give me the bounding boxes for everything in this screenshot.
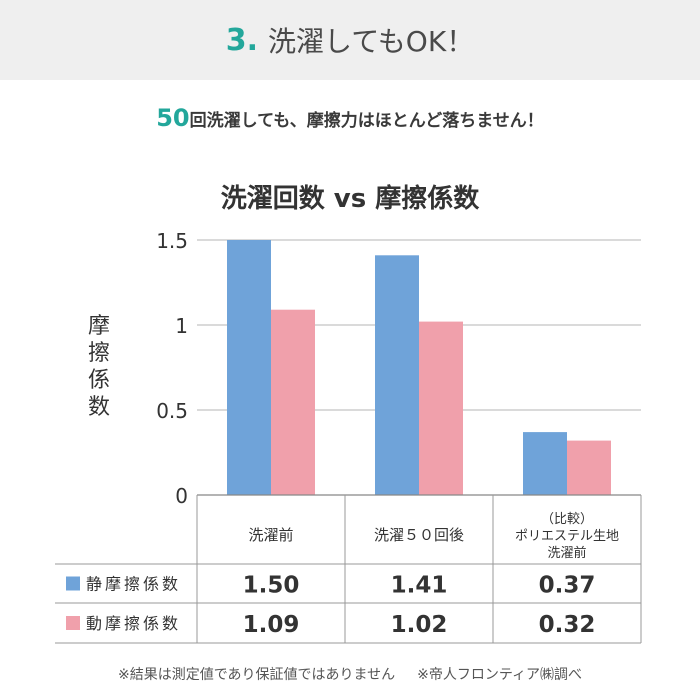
data-value-label: 1.09 — [243, 612, 300, 638]
footnote-disclaimer: ※結果は測定値であり保証値ではありません — [117, 667, 396, 683]
footnote: ※結果は測定値であり保証値ではありません ※帝人フロンティア㈱調べ — [0, 664, 700, 684]
data-value-label: 0.37 — [539, 573, 596, 599]
x-category-label: 洗濯前 — [547, 545, 586, 561]
static-legend-swatch — [66, 576, 80, 591]
subtitle-accent: 50 — [156, 104, 190, 132]
x-category-label: 洗濯５０回後 — [374, 526, 464, 544]
footnote-source: ※帝人フロンティア㈱調べ — [417, 667, 583, 683]
subtitle: 50回洗濯しても、摩擦力はほとんど落ちません！ — [0, 104, 700, 132]
y-tick-label: 1.5 — [156, 229, 188, 253]
y-tick-label: 0 — [175, 484, 188, 508]
dynamic-friction-bar — [419, 321, 463, 495]
y-tick-label: 1 — [175, 314, 188, 338]
dynamic-legend-swatch — [66, 616, 80, 630]
header-title: 洗濯してもOK！ — [268, 25, 475, 58]
x-category-label: 洗濯前 — [248, 526, 293, 544]
y-axis-label-char: 摩 — [88, 314, 110, 339]
data-value-label: 1.41 — [391, 573, 448, 599]
subtitle-text: 回洗濯しても、摩擦力はほとんど落ちません！ — [189, 111, 544, 131]
data-value-label: 1.02 — [391, 612, 448, 638]
legend-series-name: 静摩擦係数 — [86, 575, 181, 594]
x-category-label: ポリエステル生地 — [515, 529, 619, 544]
data-value-label: 1.50 — [243, 573, 300, 599]
header-number: 3. — [225, 22, 259, 58]
dynamic-friction-bar — [567, 440, 611, 495]
static-friction-bar — [227, 240, 271, 495]
y-tick-label: 0.5 — [156, 399, 188, 423]
y-axis-label-char: 数 — [88, 395, 110, 420]
y-axis-label-char: 係 — [88, 368, 110, 393]
chart-title: 洗濯回数 vs 摩擦係数 — [221, 183, 481, 214]
data-value-label: 0.32 — [539, 612, 596, 638]
static-friction-bar — [523, 432, 567, 495]
y-axis-label-char: 擦 — [88, 341, 110, 366]
dynamic-friction-bar — [271, 309, 315, 495]
legend-series-name: 動摩擦係数 — [86, 614, 181, 633]
x-category-label: （比較） — [541, 512, 593, 527]
static-friction-bar — [375, 255, 419, 495]
header-band: 3. 洗濯してもOK！ — [0, 0, 700, 80]
